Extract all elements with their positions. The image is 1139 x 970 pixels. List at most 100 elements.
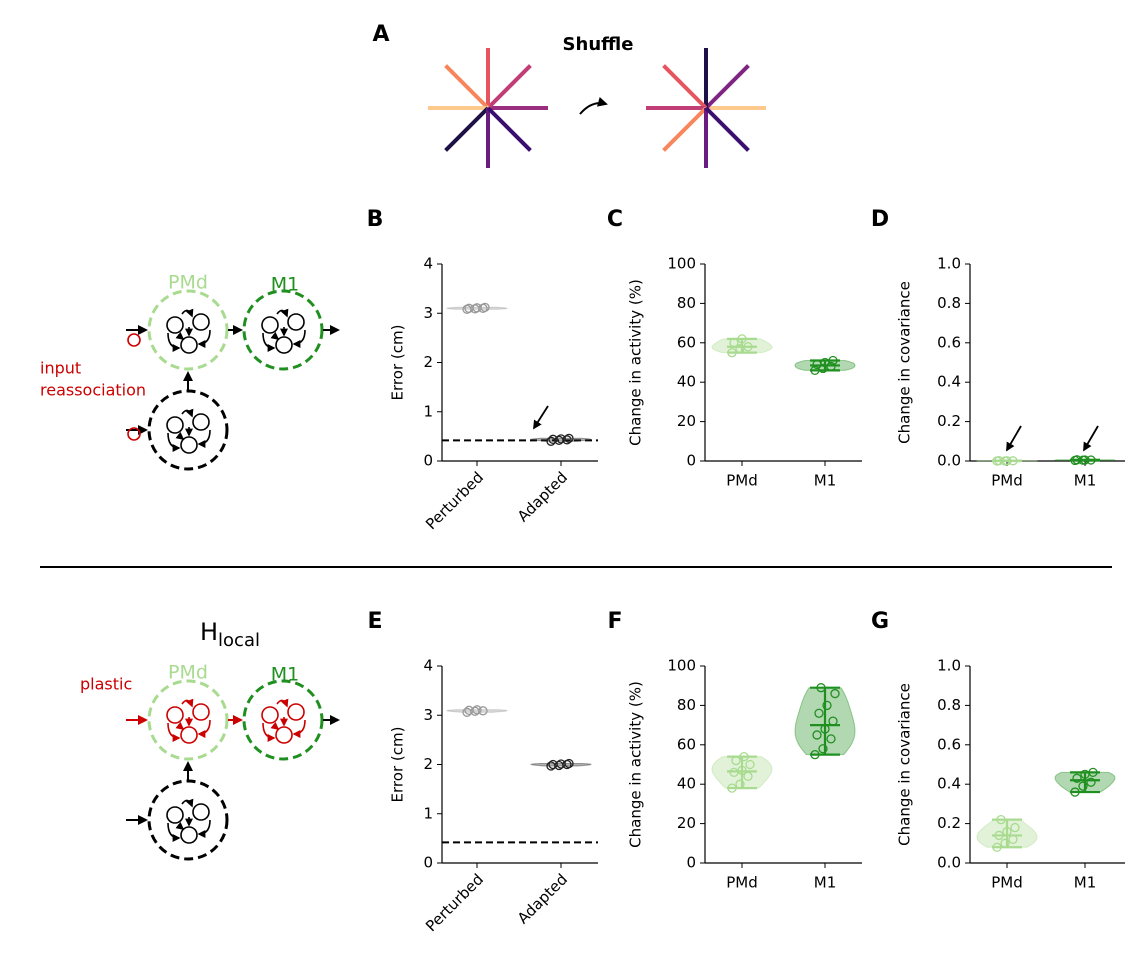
data-point	[812, 730, 822, 740]
shuffle-arrow	[579, 96, 608, 115]
connection	[197, 819, 211, 838]
unit	[180, 826, 198, 844]
y-tick-label: 0	[423, 854, 433, 872]
y-tick-label: 3	[423, 304, 433, 322]
connection	[276, 698, 289, 708]
annotation: input	[40, 359, 81, 378]
data-point	[1086, 777, 1096, 787]
y-axis-label: Change in activity (%)	[627, 681, 645, 848]
network	[166, 308, 211, 354]
star-ray	[486, 106, 532, 152]
y-tick-label: 1.0	[937, 657, 961, 675]
panel-label: D	[871, 207, 889, 232]
annotation-arrow	[1083, 425, 1099, 452]
y-tick-label: 100	[667, 657, 696, 675]
connection	[175, 431, 185, 440]
x-tick-label: PMd	[726, 472, 758, 490]
panel-label: C	[607, 207, 623, 232]
connection	[175, 331, 185, 340]
y-axis-label: Error (cm)	[389, 325, 407, 401]
x-tick-label: PMd	[991, 874, 1023, 892]
star-ray	[704, 64, 750, 110]
x-tick-label: Adapted	[514, 870, 571, 927]
unit	[166, 416, 184, 434]
panel-label: B	[367, 207, 384, 232]
reassociation-icon	[127, 333, 141, 347]
node-label: PMd	[168, 662, 208, 684]
y-tick-label: 1	[423, 804, 433, 822]
data-point	[1010, 822, 1020, 833]
unit	[180, 726, 198, 744]
y-tick-label: 60	[677, 735, 696, 753]
y-tick-label: 100	[667, 255, 696, 273]
y-axis-label: Error (cm)	[389, 727, 407, 803]
y-tick-label: 0.6	[937, 735, 961, 753]
annotation-arrow	[1006, 425, 1022, 452]
annotation: plastic	[80, 675, 132, 694]
y-tick-label: 0.8	[937, 294, 961, 312]
y-tick-label: 20	[677, 814, 696, 832]
area-m1	[242, 289, 324, 371]
annotation-arrow	[533, 405, 549, 430]
unit	[192, 703, 210, 721]
area-pmd	[147, 289, 229, 371]
title-main: H	[200, 618, 218, 646]
y-tick-label: 0.0	[937, 854, 961, 872]
data-point	[745, 759, 755, 770]
network	[166, 798, 211, 844]
connection	[276, 308, 289, 318]
connection	[175, 821, 185, 830]
connection	[270, 721, 280, 730]
connection	[181, 698, 194, 708]
network	[166, 408, 211, 454]
y-tick-label: 80	[677, 696, 696, 714]
connection	[197, 329, 211, 348]
node-label: M1	[271, 664, 299, 686]
connection	[167, 332, 181, 352]
unit	[192, 413, 210, 431]
area-pmd	[147, 679, 229, 761]
y-tick-label: 2	[423, 353, 433, 371]
shuffle-title: Shuffle	[563, 34, 634, 55]
annotation: reassociation	[40, 381, 146, 400]
unit	[166, 316, 184, 334]
violin	[446, 306, 508, 310]
star-ray	[486, 64, 532, 110]
network	[261, 698, 306, 744]
star-ray	[704, 106, 750, 152]
unit	[166, 806, 184, 824]
violin	[446, 709, 508, 713]
unit	[192, 803, 210, 821]
x-tick-label: M1	[814, 472, 837, 490]
node-label: PMd	[168, 272, 208, 294]
unit	[287, 703, 305, 721]
data-point	[564, 758, 574, 769]
unit	[287, 313, 305, 331]
y-tick-label: 40	[677, 775, 696, 793]
data-point	[564, 433, 574, 443]
y-tick-label: 0.6	[937, 333, 961, 351]
connection	[181, 798, 194, 808]
unit	[166, 706, 184, 724]
connection	[292, 329, 306, 348]
connection	[175, 721, 185, 730]
unit	[180, 336, 198, 354]
data-point	[1072, 773, 1082, 783]
star-ray	[662, 64, 708, 110]
network	[166, 698, 211, 744]
connection	[197, 719, 211, 738]
y-tick-label: 20	[677, 412, 696, 430]
data-point	[480, 302, 490, 312]
x-tick-label: M1	[1074, 874, 1097, 892]
connection	[262, 332, 276, 352]
y-tick-label: 0.4	[937, 373, 961, 391]
x-tick-label: PMd	[726, 874, 758, 892]
y-axis-label: Change in covariance	[896, 281, 914, 444]
connection	[197, 429, 211, 448]
y-tick-label: 4	[423, 657, 433, 675]
unit	[275, 726, 293, 744]
connection	[167, 722, 181, 742]
y-tick-label: 0	[686, 452, 696, 470]
data-point	[822, 700, 832, 711]
